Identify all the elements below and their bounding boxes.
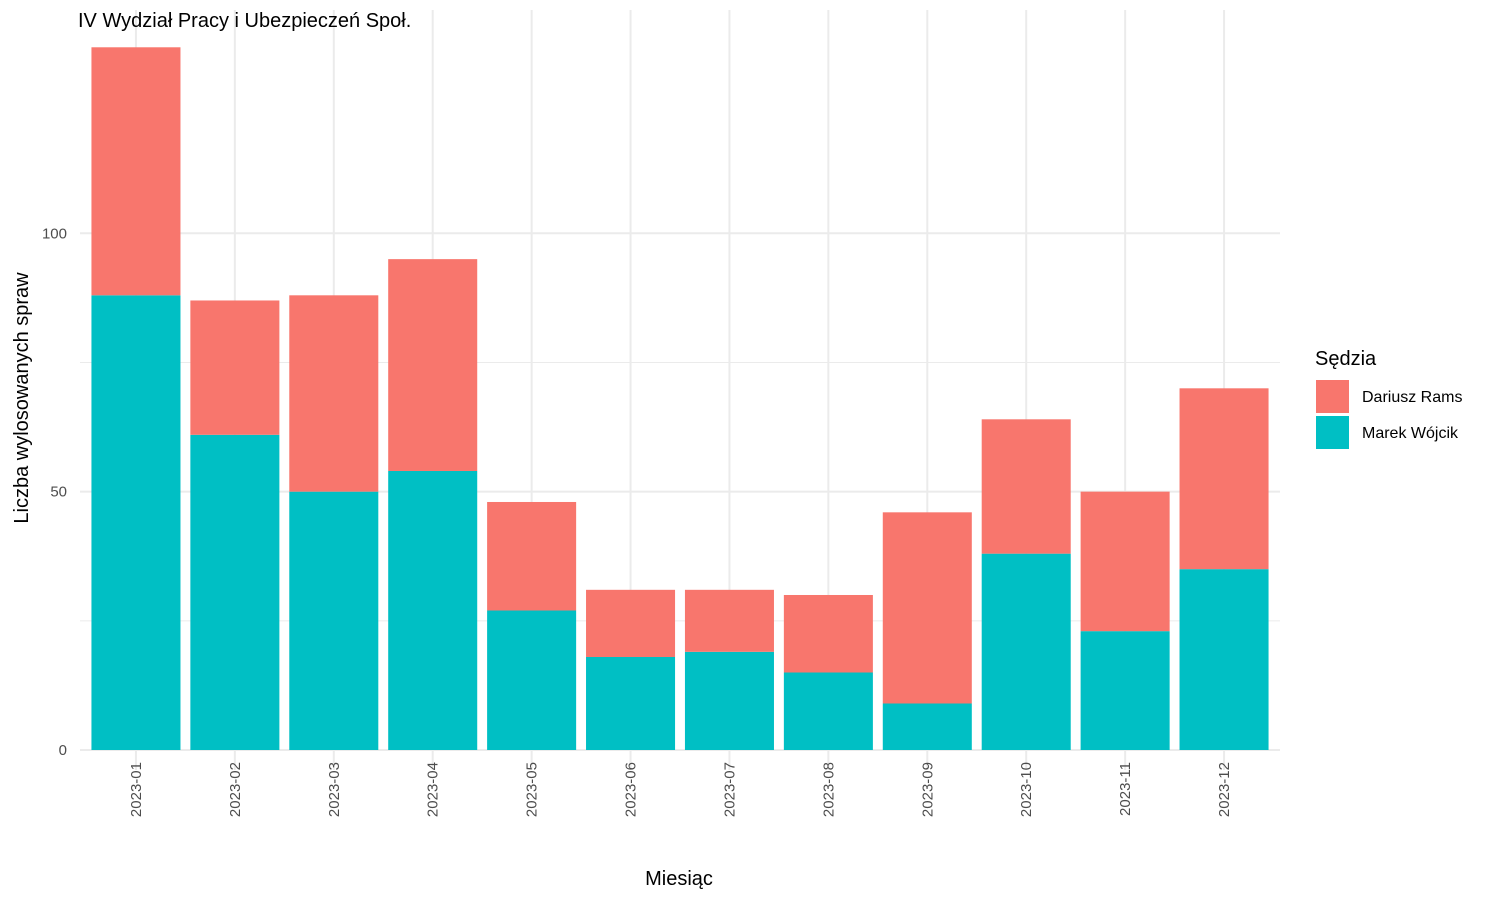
x-axis-ticks: 2023-01 2023-02 2023-03 2023-04 2023-05 2023-… <box>128 762 1233 817</box>
y-axis-ticks: 0 50 100 <box>42 225 67 759</box>
bar-segment-dariusz-rams-2023-01 <box>91 47 181 296</box>
bar-segment-dariusz-rams-2023-10 <box>981 419 1071 554</box>
x-tick-label: 2023-06 <box>623 762 640 817</box>
y-axis-title: Liczba wylosowanych spraw <box>11 272 33 524</box>
bar-segment-dariusz-rams-2023-06 <box>586 589 676 657</box>
legend-label: Dariusz Rams <box>1362 389 1462 406</box>
bar-segment-marek-wójcik-2023-03 <box>289 491 379 750</box>
bars-layer <box>91 47 1269 750</box>
bar-segment-dariusz-rams-2023-03 <box>289 295 379 492</box>
y-tick-label: 100 <box>42 225 67 242</box>
bar-segment-dariusz-rams-2023-11 <box>1080 491 1170 632</box>
x-tick-label: 2023-12 <box>1216 762 1233 817</box>
bar-segment-marek-wójcik-2023-02 <box>190 434 280 750</box>
bar-segment-dariusz-rams-2023-08 <box>783 594 873 673</box>
legend-label: Marek Wójcik <box>1362 425 1459 442</box>
x-tick-label: 2023-03 <box>326 762 343 817</box>
legend-swatch <box>1316 380 1349 413</box>
bar-segment-marek-wójcik-2023-06 <box>586 656 676 750</box>
legend-items: Dariusz Rams Marek Wójcik <box>1316 380 1462 449</box>
y-tick-label: 50 <box>50 484 67 501</box>
x-tick-label: 2023-07 <box>721 762 738 817</box>
x-tick-label: 2023-09 <box>919 762 936 817</box>
legend-swatch <box>1316 416 1349 449</box>
x-tick-label: 2023-11 <box>1117 762 1134 816</box>
x-tick-label: 2023-01 <box>128 762 145 817</box>
x-tick-label: 2023-08 <box>820 762 837 817</box>
bar-segment-dariusz-rams-2023-07 <box>684 589 774 652</box>
bar-segment-marek-wójcik-2023-12 <box>1179 569 1269 750</box>
bar-segment-dariusz-rams-2023-12 <box>1179 388 1269 570</box>
bar-segment-marek-wójcik-2023-09 <box>882 703 972 750</box>
bar-segment-marek-wójcik-2023-11 <box>1080 631 1170 750</box>
x-tick-label: 2023-10 <box>1018 762 1035 817</box>
bar-segment-marek-wójcik-2023-07 <box>684 651 774 750</box>
x-tick-label: 2023-02 <box>227 762 244 817</box>
chart-title: IV Wydział Pracy i Ubezpieczeń Społ. <box>78 10 411 32</box>
x-tick-label: 2023-04 <box>425 762 442 817</box>
x-axis-title: Miesiąc <box>645 868 713 890</box>
y-tick-label: 0 <box>59 742 67 759</box>
bar-segment-dariusz-rams-2023-09 <box>882 512 972 704</box>
bar-segment-marek-wójcik-2023-01 <box>91 295 181 750</box>
bar-segment-dariusz-rams-2023-05 <box>487 501 577 611</box>
bar-segment-marek-wójcik-2023-10 <box>981 553 1071 750</box>
bar-segment-dariusz-rams-2023-02 <box>190 300 280 435</box>
bar-segment-marek-wójcik-2023-05 <box>487 610 577 750</box>
legend: Sędzia Dariusz Rams Marek Wójcik <box>1315 348 1462 449</box>
bar-segment-marek-wójcik-2023-08 <box>783 672 873 750</box>
bar-segment-dariusz-rams-2023-04 <box>388 259 478 471</box>
legend-title: Sędzia <box>1315 348 1377 370</box>
bar-segment-marek-wójcik-2023-04 <box>388 470 478 750</box>
x-tick-label: 2023-05 <box>524 762 541 817</box>
